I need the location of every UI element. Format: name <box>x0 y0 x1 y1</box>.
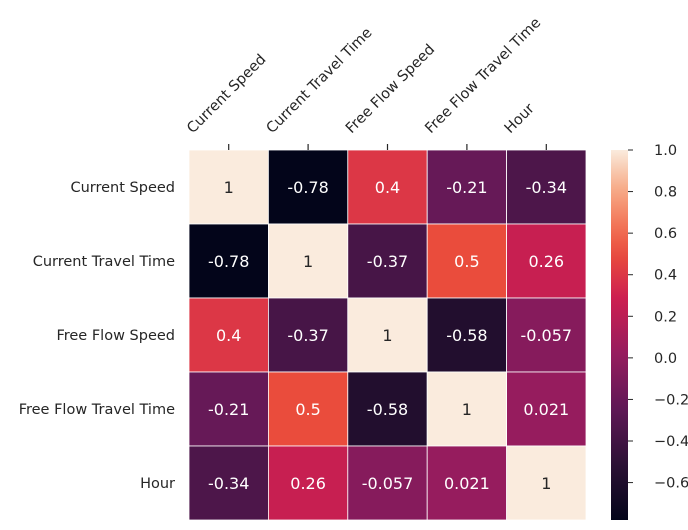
colorbar-tick-label: 0.8 <box>654 185 677 201</box>
cell-value-label: 1 <box>541 474 551 493</box>
y-tick-label: Hour <box>140 476 175 492</box>
cell-value-label: 1 <box>224 178 234 197</box>
colorbar-gradient <box>611 150 628 520</box>
cell-value-label: 0.021 <box>523 400 569 419</box>
colorbar-tick-label: −0.4 <box>654 434 688 450</box>
cell-value-label: 0.021 <box>444 474 490 493</box>
cell-value-label: -0.37 <box>367 252 408 271</box>
cell-value-label: -0.21 <box>446 178 487 197</box>
y-tick-label: Current Speed <box>70 180 175 196</box>
colorbar-tick-label: −0.2 <box>654 392 688 408</box>
colorbar-tick-label: 0.4 <box>654 268 677 284</box>
x-tick-label: Hour <box>502 101 538 137</box>
cell-value-label: -0.37 <box>287 326 328 345</box>
cell-value-label: 0.4 <box>375 178 400 197</box>
colorbar-tick-label: 0.2 <box>654 309 677 325</box>
cell-value-label: 0.4 <box>216 326 241 345</box>
y-tick-label: Current Travel Time <box>33 254 175 270</box>
cell-value-label: -0.58 <box>367 400 408 419</box>
cell-value-label: 0.26 <box>528 252 564 271</box>
colorbar-tick-label: 1.0 <box>654 143 677 159</box>
y-tick-label: Free Flow Travel Time <box>19 402 175 418</box>
x-tick-label: Free Flow Speed <box>343 42 438 137</box>
cell-value-label: 0.5 <box>454 252 479 271</box>
cell-value-label: 1 <box>462 400 472 419</box>
cell-value-label: -0.34 <box>526 178 567 197</box>
x-tick-label: Current Speed <box>184 52 269 137</box>
cell-value-label: -0.78 <box>287 178 328 197</box>
cell-value-label: -0.78 <box>208 252 249 271</box>
cell-value-label: -0.21 <box>208 400 249 419</box>
cell-value-label: 1 <box>303 252 313 271</box>
y-tick-label: Free Flow Speed <box>56 328 175 344</box>
colorbar-tick-label: −0.6 <box>654 476 688 492</box>
cell-value-label: -0.057 <box>362 474 414 493</box>
colorbar-tick-label: 0.0 <box>654 351 677 367</box>
y-axis: Current Speed Current Travel Time Free Flo… <box>19 180 175 492</box>
cell-value-label: -0.58 <box>446 326 487 345</box>
cell-value-label: 0.26 <box>290 474 326 493</box>
cell-value-label: 1 <box>382 326 392 345</box>
colorbar-tick-label: 0.6 <box>654 226 677 242</box>
colorbar: 1.0 0.8 0.6 0.4 0.2 0.0 −0.2 −0.4 −0.6 <box>611 143 688 520</box>
cell-value-label: -0.057 <box>521 326 573 345</box>
cell-value-label: -0.34 <box>208 474 249 493</box>
cell-value-label: 0.5 <box>295 400 320 419</box>
